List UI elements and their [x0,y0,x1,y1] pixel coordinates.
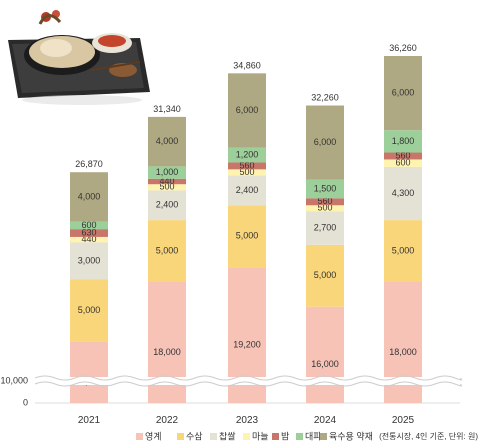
bar-segment-2025-대파 [384,130,422,153]
segment-label: 560 [317,196,332,206]
plot-area: 13,2005,0003,0004406306004,00026,87018,0… [0,43,463,426]
x-tick-2024: 2024 [314,415,337,426]
legend-label: 육수용 약재 [329,430,373,441]
bar-segment-2022-육수용 약재 [148,116,186,167]
segment-label: 1,200 [236,149,259,159]
legend-swatch-마늘 [243,433,250,440]
bar-segment-2023-밤 [228,162,266,170]
segment-label: 16,000 [311,359,339,369]
bar-segment-2024-밤 [306,198,344,206]
y-tick-0: 0 [23,397,28,407]
total-label-2021: 26,870 [75,159,103,169]
legend: 영계 수삼 찹쌀 마늘 밤 대파 육수용 약재 [136,430,373,441]
segment-label: 4,300 [392,188,415,198]
total-label-2024: 32,260 [311,93,339,103]
segment-label: 500 [239,167,254,177]
segment-label: 5,000 [392,245,415,255]
segment-label: 6,000 [236,105,259,115]
bar-segment-2022-수삼 [148,220,186,282]
x-tick-2022: 2022 [156,415,179,426]
segment-label: 5,000 [156,245,179,255]
segment-label: 600 [81,220,96,230]
segment-label: 1,800 [392,136,415,146]
segment-label: 440 [81,234,96,244]
legend-swatch-육수용 약재 [320,433,327,440]
bar-segment-2024-수삼 [306,244,344,307]
bar-segment-2021-영계 [70,341,108,403]
bar-segment-2021-수삼 [70,279,108,342]
legend-swatch-영계 [136,433,143,440]
unit-note: (전통시장, 4인 기준, 단위: 원) [379,431,478,441]
bar-segment-2021-대파 [70,221,108,230]
segment-label: 600 [395,158,410,168]
bar-segment-2024-육수용 약재 [306,105,344,180]
segment-label: 2,400 [236,185,259,195]
segment-label: 6,000 [392,88,415,98]
segment-label: 440 [159,176,174,186]
bar-segment-2023-수삼 [228,205,266,268]
bar-segment-2024-찹쌀 [306,211,344,245]
total-label-2022: 31,340 [153,104,181,114]
bar-segment-2025-마늘 [384,159,422,167]
food-photo [8,10,150,105]
bar-segment-2022-찹쌀 [148,190,186,221]
segment-label: 5,000 [236,231,259,241]
segment-label: 2,700 [314,223,337,233]
bar-segment-2025-수삼 [384,220,422,282]
y-tick-10000: 10,000 [0,375,28,385]
legend-label: 마늘 [252,431,269,441]
segment-label: 4,000 [78,191,101,201]
legend-swatch-수삼 [177,433,184,440]
segment-label: 500 [317,203,332,213]
legend-swatch-대파 [296,433,303,440]
segment-label: 5,000 [314,270,337,280]
bar-segment-2021-찹쌀 [70,242,108,280]
bar-segment-2024-마늘 [306,205,344,212]
x-tick-2023: 2023 [236,415,259,426]
bar-segment-2025-육수용 약재 [384,56,422,131]
total-label-2023: 34,860 [233,60,261,70]
bar-segment-2024-대파 [306,179,344,199]
bar-segment-2024-영계 [306,306,344,403]
segment-label: 19,200 [233,339,261,349]
segment-label: 560 [239,160,254,170]
bar-segment-2025-밤 [384,152,422,160]
segment-label: 18,000 [389,347,417,357]
bar-segment-2023-마늘 [228,169,266,176]
legend-label: 밤 [281,431,289,441]
segment-label: 4,000 [156,136,179,146]
segment-label: 1,500 [314,183,337,193]
segment-label: 500 [159,182,174,192]
segment-label: 630 [81,227,96,237]
bar-segment-2021-육수용 약재 [70,172,108,222]
x-tick-2025: 2025 [392,415,415,426]
segment-label: 3,000 [78,255,101,265]
bar-segment-2023-대파 [228,147,266,163]
segment-label: 6,000 [314,137,337,147]
x-tick-2021: 2021 [78,415,101,426]
legend-label: 수삼 [186,431,203,441]
axis-break [34,375,463,387]
bar-segment-2021-밤 [70,229,108,237]
bar-segment-2022-밤 [148,178,186,185]
legend-swatch-찹쌀 [210,433,217,440]
segment-label: 5,000 [78,305,101,315]
segment-label: 1,000 [156,167,179,177]
bar-segment-2023-찹쌀 [228,175,266,206]
legend-label: 찹쌀 [219,431,236,441]
segment-label: 560 [395,150,410,160]
bar-segment-2025-찹쌀 [384,166,422,221]
legend-swatch-밤 [272,433,279,440]
total-label-2025: 36,260 [389,43,417,53]
bar-segment-2023-육수용 약재 [228,73,266,148]
legend-label: 대파 [305,431,322,441]
bar-segment-2022-대파 [148,166,186,179]
bar-segment-2022-마늘 [148,184,186,191]
segment-label: 2,400 [156,200,179,210]
segment-label: 18,000 [153,347,181,357]
legend-label: 영계 [145,430,162,441]
bar-segment-2021-마늘 [70,236,108,243]
